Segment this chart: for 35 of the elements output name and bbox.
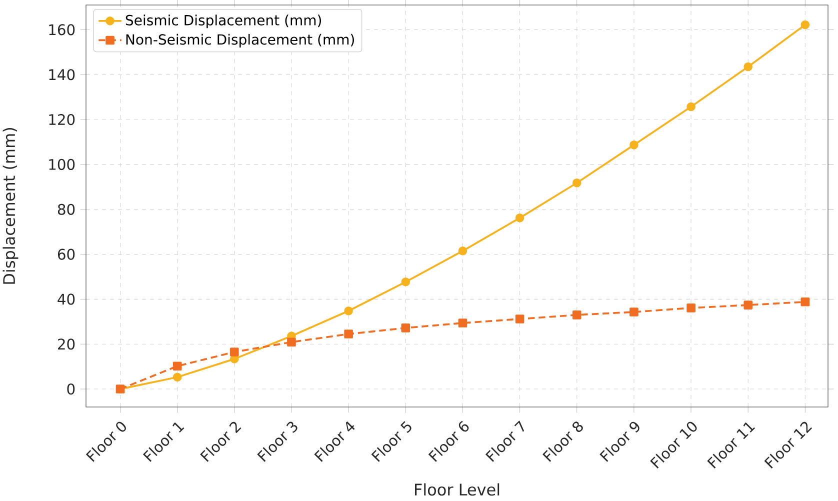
y-tick-label: 80	[58, 204, 75, 215]
y-tick-label: 160	[49, 24, 75, 36]
y-axis-title: Displacement (mm)	[2, 128, 18, 284]
x-axis-title: Floor Level	[415, 483, 500, 496]
point	[172, 362, 182, 371]
y-tick-label: 100	[49, 158, 75, 170]
y-tick-label: 120	[49, 114, 75, 126]
point	[515, 214, 524, 222]
point	[458, 246, 468, 256]
y-tick-label: 140	[49, 69, 75, 80]
legend-label: Non-Seismic Displacement (mm)	[126, 34, 354, 48]
point	[458, 318, 468, 328]
point	[630, 140, 638, 150]
point	[686, 304, 696, 312]
point	[572, 178, 582, 188]
y-tick-label: 0	[67, 384, 75, 395]
legend-label: Seismic Displacement (mm)	[126, 14, 322, 28]
point	[744, 300, 752, 310]
point	[572, 310, 582, 320]
point	[401, 278, 410, 286]
point	[744, 62, 752, 72]
y-tick-label: 40	[58, 294, 75, 305]
point	[344, 306, 353, 316]
point	[344, 330, 353, 338]
point	[287, 338, 296, 346]
point	[230, 348, 239, 356]
point	[515, 314, 524, 324]
y-tick-label: 60	[58, 248, 75, 260]
point	[800, 20, 810, 30]
point	[630, 308, 638, 316]
point	[172, 372, 182, 382]
point	[686, 102, 696, 112]
y-tick-label: 20	[58, 338, 75, 350]
point	[401, 324, 410, 332]
point	[800, 297, 810, 306]
